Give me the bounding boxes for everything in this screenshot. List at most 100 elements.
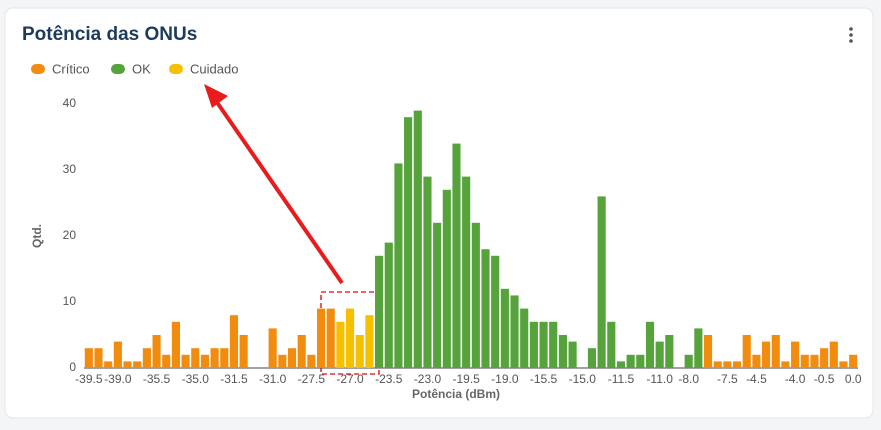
bar — [616, 361, 626, 368]
y-tick-label: 20 — [63, 228, 77, 242]
bar — [452, 143, 461, 368]
x-tick-label: -23.0 — [414, 372, 442, 386]
bar — [220, 348, 229, 368]
x-tick-label: -35.0 — [182, 372, 210, 386]
bar — [181, 354, 190, 368]
bar — [433, 222, 442, 368]
x-tick-label: -4.5 — [746, 372, 767, 386]
bar — [829, 341, 838, 368]
x-tick-label: -15.5 — [530, 372, 558, 386]
x-tick-label: -19.5 — [452, 372, 480, 386]
bar — [694, 328, 703, 368]
bar — [316, 308, 326, 368]
x-tick-label: -19.0 — [491, 372, 519, 386]
bar — [384, 242, 393, 368]
bar — [539, 321, 548, 368]
bar — [742, 335, 751, 368]
bar — [626, 354, 635, 368]
bar — [442, 189, 451, 368]
bar — [713, 361, 722, 368]
bar — [462, 176, 471, 368]
bar — [771, 335, 780, 368]
bar — [665, 335, 674, 368]
bar — [810, 354, 819, 368]
arrow — [212, 96, 344, 285]
bar — [762, 341, 771, 368]
x-tick-label: -11.0 — [646, 372, 673, 386]
x-axis-label: Potência (dBm) — [412, 387, 500, 401]
legend-label: OK — [132, 61, 151, 76]
bar — [404, 117, 413, 368]
bar — [500, 288, 509, 368]
bar — [200, 354, 210, 368]
bar — [471, 222, 480, 368]
bar — [423, 176, 432, 368]
bar — [84, 348, 93, 368]
bar — [278, 354, 287, 368]
bar — [210, 348, 219, 368]
bar — [839, 361, 848, 368]
bar — [326, 308, 335, 368]
x-tick-label: -0.5 — [814, 372, 835, 386]
legend-swatch — [31, 64, 45, 74]
legend-label: Crítico — [52, 61, 90, 76]
bar — [491, 255, 500, 368]
bar — [520, 308, 529, 368]
legend-label: Cuidado — [190, 61, 238, 76]
bar — [394, 163, 403, 368]
bar — [413, 110, 422, 368]
bar — [345, 308, 355, 368]
y-tick-label: 0 — [69, 360, 76, 374]
bar — [510, 295, 519, 368]
bar — [297, 335, 306, 368]
chart-title: Potência das ONUs — [22, 24, 197, 45]
bar — [171, 321, 180, 368]
bar — [549, 321, 558, 368]
x-tick-label: -31.0 — [259, 372, 287, 386]
bar — [597, 196, 606, 368]
bar — [307, 354, 316, 368]
arrow-head — [204, 84, 228, 108]
bar — [142, 348, 151, 368]
bar — [820, 348, 829, 368]
legend-swatch — [169, 64, 183, 74]
bar — [723, 361, 732, 368]
bar — [152, 335, 161, 368]
x-tick-label: -27.0 — [336, 372, 364, 386]
bar — [355, 335, 364, 368]
x-tick-label: -27.5 — [298, 372, 326, 386]
bar — [791, 341, 800, 368]
bar — [94, 348, 103, 368]
bar — [375, 255, 384, 368]
bar — [645, 321, 655, 368]
x-tick-label: -8.0 — [678, 372, 699, 386]
bar — [239, 335, 248, 368]
y-tick-label: 30 — [63, 162, 77, 176]
y-tick-label: 10 — [63, 294, 77, 308]
y-axis-label: Qtd. — [30, 224, 44, 248]
bar — [655, 341, 664, 368]
bar — [800, 354, 809, 368]
bar — [123, 361, 132, 368]
x-tick-label: -31.5 — [220, 372, 248, 386]
x-tick-label: -35.5 — [143, 372, 171, 386]
legend-swatch — [111, 64, 125, 74]
x-tick-label: -39.5 — [75, 372, 103, 386]
bar — [568, 341, 577, 368]
bar — [752, 354, 761, 368]
menu-button[interactable] — [849, 27, 853, 43]
x-tick-label: 0.0 — [845, 372, 862, 386]
bar — [529, 321, 538, 368]
x-tick-label: -7.5 — [717, 372, 738, 386]
bar — [229, 315, 239, 368]
bar — [481, 249, 490, 368]
bar — [287, 348, 297, 368]
bar — [849, 354, 858, 368]
bar — [162, 354, 171, 368]
bar — [104, 361, 113, 368]
bar — [336, 321, 345, 368]
bar — [133, 361, 142, 368]
bar — [636, 354, 645, 368]
y-tick-label: 40 — [63, 96, 77, 110]
